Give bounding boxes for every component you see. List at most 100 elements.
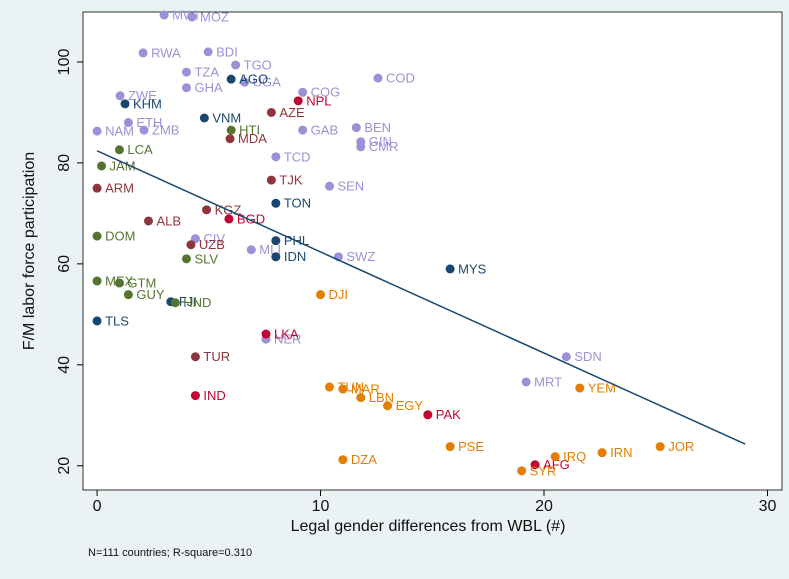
point-label: TON <box>284 196 311 211</box>
point-label: COG <box>311 85 341 100</box>
point-label: SEN <box>337 179 364 194</box>
y-axis-title: F/M labor force participation <box>21 152 38 350</box>
point-label: NAM <box>105 124 134 139</box>
point <box>351 123 361 133</box>
point <box>521 377 531 387</box>
point-label: MAR <box>351 381 380 396</box>
point-label: TCD <box>284 149 311 164</box>
point <box>190 352 200 362</box>
point <box>159 10 169 20</box>
point-label: DZA <box>351 452 377 467</box>
y-tick-label: 100 <box>56 49 73 76</box>
point <box>597 448 607 458</box>
point-label: AZE <box>279 105 305 120</box>
point-label: RWA <box>151 45 181 60</box>
point <box>655 442 665 452</box>
y-tick-label: 40 <box>56 356 73 374</box>
x-axis-title: Legal gender differences from WBL (#) <box>291 518 566 535</box>
point <box>338 384 348 394</box>
point <box>143 216 153 226</box>
point <box>298 125 308 135</box>
point-label: MEX <box>105 273 134 288</box>
point-label: EGY <box>396 398 424 413</box>
point <box>202 205 212 215</box>
point-label: BGD <box>237 211 265 226</box>
point <box>92 276 102 286</box>
point-label: JAM <box>110 158 136 173</box>
point <box>383 401 393 411</box>
point <box>561 352 571 362</box>
point <box>115 91 125 101</box>
point-label: LKA <box>274 326 299 341</box>
point-label: TLS <box>105 313 129 328</box>
point <box>226 125 236 135</box>
point-label: GUY <box>136 287 165 302</box>
point <box>170 298 180 308</box>
point-label: KHM <box>133 96 162 111</box>
point <box>266 107 276 117</box>
point-label: DJI <box>329 287 349 302</box>
point-label: ARM <box>105 181 134 196</box>
point <box>373 73 383 83</box>
point <box>181 67 191 77</box>
x-tick-label: 0 <box>93 498 102 515</box>
point-label: MDA <box>238 131 267 146</box>
point <box>224 214 234 224</box>
point-label: SLV <box>194 251 218 266</box>
point-label: MYS <box>458 261 487 276</box>
point-label: AFG <box>543 457 570 472</box>
point <box>181 83 191 93</box>
point-label: GTM <box>127 275 156 290</box>
point-label: IND <box>203 388 225 403</box>
point-label: SYR <box>530 463 557 478</box>
point-label: NPL <box>306 93 331 108</box>
point <box>324 181 334 191</box>
point <box>138 48 148 58</box>
y-tick-label: 80 <box>56 154 73 172</box>
point <box>246 245 256 255</box>
point <box>266 175 276 185</box>
point <box>225 134 235 144</box>
point-label: GAB <box>311 123 338 138</box>
point <box>181 254 191 264</box>
point-label: ZMB <box>152 123 179 138</box>
point-label: SWZ <box>346 249 375 264</box>
point <box>231 60 241 70</box>
fit-line <box>96 150 746 445</box>
point <box>97 161 107 171</box>
y-tick-label: 60 <box>56 255 73 273</box>
point <box>356 142 366 152</box>
point-label: CMR <box>369 139 399 154</box>
point-label: PAK <box>436 407 461 422</box>
point-label: HND <box>183 295 211 310</box>
point <box>92 126 102 136</box>
point <box>92 183 102 193</box>
point-label: AGO <box>239 72 268 87</box>
point <box>203 47 213 57</box>
point <box>271 198 281 208</box>
point <box>324 382 334 392</box>
point-label: NER <box>274 332 301 347</box>
point-label: IDN <box>284 249 306 264</box>
point <box>92 316 102 326</box>
point <box>120 99 130 109</box>
point-label: SDN <box>574 349 601 364</box>
point <box>123 118 133 128</box>
point <box>226 74 236 84</box>
x-tick-label: 30 <box>759 498 777 515</box>
point-label: TGO <box>244 57 272 72</box>
point-label: GIN <box>369 134 392 149</box>
point <box>423 410 433 420</box>
point-label: FJI <box>179 294 197 309</box>
point <box>240 77 250 87</box>
point <box>190 391 200 401</box>
point-label: TJK <box>279 173 302 188</box>
point <box>139 125 149 135</box>
point-label: IRQ <box>563 449 586 464</box>
point <box>356 393 366 403</box>
point-label: LCA <box>127 142 153 157</box>
point <box>271 252 281 262</box>
x-tick-label: 10 <box>312 498 330 515</box>
point-label: TZA <box>194 65 219 80</box>
